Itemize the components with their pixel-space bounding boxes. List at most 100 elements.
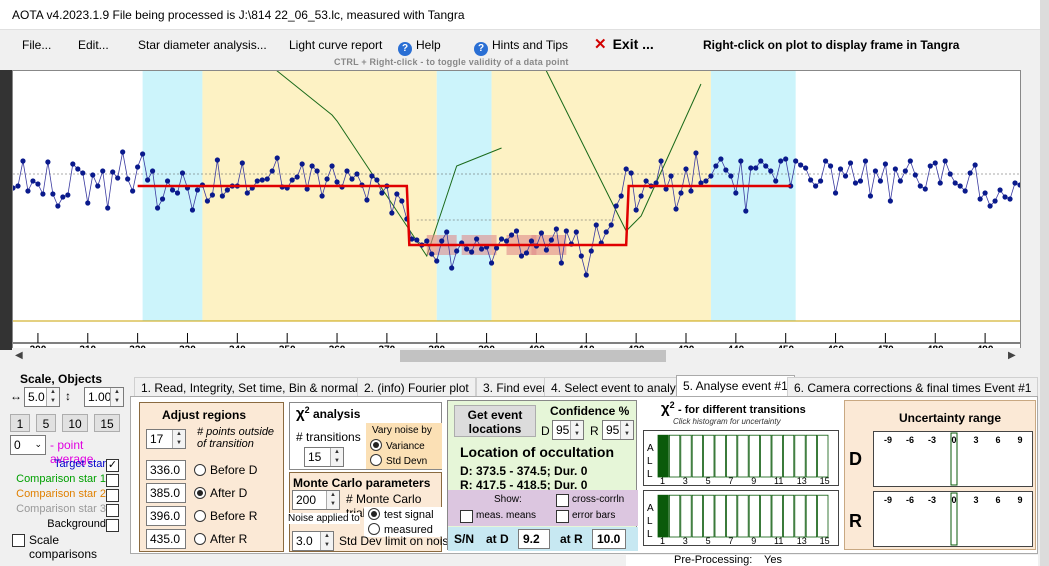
hist-label: 7 (728, 476, 733, 485)
tab-5[interactable]: 5. Analyse event #1 (676, 375, 795, 397)
menu-star-diameter[interactable]: Star diameter analysis... (138, 38, 267, 52)
data-point (20, 158, 26, 164)
chi2-histogram-d[interactable]: A L L 1 3 5 7 9 11 13 15 (643, 430, 839, 486)
meas-means-label: meas. means (476, 510, 537, 521)
get-event-locations-button[interactable]: Get event locations (454, 405, 536, 437)
region-value-field[interactable]: 385.0 (146, 483, 186, 503)
region-value-field[interactable]: 396.0 (146, 506, 186, 526)
plot-scrollbar[interactable]: ◀ ▶ (12, 348, 1021, 365)
measured-radio[interactable]: measured (368, 523, 433, 536)
points-outside-spinner[interactable]: 17 ▲ ▼ (146, 429, 186, 449)
data-point (374, 177, 380, 183)
point-average-select[interactable]: 0 ⌄ (10, 435, 46, 455)
std-dev-spinner[interactable]: 3.0 ▲ ▼ (292, 531, 334, 551)
region-radio[interactable]: After R (194, 532, 247, 546)
region-value: 336.0 (150, 463, 181, 477)
data-point (633, 207, 639, 213)
data-point (678, 190, 684, 196)
data-point (987, 203, 993, 209)
object-checkbox[interactable]: ✓ (106, 459, 119, 472)
data-point (369, 173, 375, 179)
transitions-spinner[interactable]: 15 ▲ ▼ (304, 447, 344, 467)
object-checkbox[interactable] (106, 489, 119, 502)
chi2-histogram-r[interactable]: A L L 1 3 5 7 9 11 13 15 (643, 490, 839, 546)
menu-help[interactable]: ? Help (398, 38, 441, 56)
object-checkbox[interactable] (106, 504, 119, 517)
object-checkbox[interactable] (106, 519, 119, 532)
variance-radio[interactable]: Variance (370, 439, 425, 452)
spin-arrows-icon[interactable]: ▲ ▼ (326, 491, 339, 509)
region-value-field[interactable]: 336.0 (146, 460, 186, 480)
tab-2[interactable]: 2. (info) Fourier plot (357, 377, 476, 397)
data-point (992, 198, 998, 204)
region-radio[interactable]: Before D (194, 463, 257, 477)
data-point (334, 179, 340, 185)
region-radio[interactable]: After D (194, 486, 247, 500)
hist-label: 13 (797, 536, 807, 545)
data-point (269, 168, 275, 174)
data-point (753, 165, 759, 171)
tab-6[interactable]: 6. Camera corrections & final times Even… (787, 377, 1039, 397)
data-point (354, 171, 360, 177)
menu-hints[interactable]: ? Hints and Tips (474, 38, 568, 56)
cross-corr-checkbox[interactable] (556, 494, 569, 507)
spin-arrows-icon[interactable]: ▲ ▼ (320, 532, 333, 550)
uncertainty-tick: 0 (951, 435, 956, 445)
hist-label: 3 (683, 476, 688, 485)
std-devn-radio[interactable]: Std Devn (370, 454, 427, 467)
data-point (55, 203, 61, 209)
scroll-left-icon[interactable]: ◀ (15, 350, 23, 361)
menu-exit[interactable]: ✕ Exit ... (594, 35, 654, 53)
second-scale-spinner[interactable]: 1.00 ▲ ▼ (84, 387, 124, 407)
data-point (852, 180, 859, 186)
hist-bar (714, 494, 726, 538)
scale-10-button[interactable]: 10 (62, 414, 88, 432)
light-curve-plot[interactable]: 3003103203303403503603703803904004104204… (10, 50, 1023, 355)
data-point (434, 258, 440, 264)
confidence-d-spinner[interactable]: 95 ▲ ▼ (552, 420, 584, 440)
tab-3[interactable]: 3. Find events (476, 377, 566, 397)
spin-arrows-icon[interactable]: ▲ ▼ (110, 388, 123, 406)
scale-objects-title: Scale, Objects (20, 372, 103, 386)
spin-arrows-icon[interactable]: ▲ ▼ (620, 421, 633, 439)
data-point (583, 272, 589, 278)
tab-4[interactable]: 4. Select event to analyse (544, 377, 696, 397)
object-checkbox[interactable] (106, 474, 119, 487)
data-point (154, 205, 161, 211)
uncertainty-tick: 6 (995, 495, 1000, 505)
data-point (788, 183, 794, 189)
spin-arrows-icon[interactable]: ▲ ▼ (570, 421, 583, 439)
region-radio[interactable]: Before R (194, 509, 257, 523)
trials-spinner[interactable]: 200 ▲ ▼ (292, 490, 340, 510)
hist-label: 11 (774, 476, 783, 485)
spin-arrows-icon[interactable]: ▲ ▼ (172, 430, 185, 448)
scale-1-button[interactable]: 1 (10, 414, 30, 432)
data-point (977, 196, 983, 202)
uncertainty-tick: 6 (995, 435, 1000, 445)
test-signal-radio[interactable]: test signal (368, 508, 434, 521)
light-curve-svg: 3003103203303403503603703803904004104204… (10, 50, 1023, 355)
scale-5-button[interactable]: 5 (36, 414, 56, 432)
scale-15-button[interactable]: 15 (94, 414, 120, 432)
region-value-field[interactable]: 435.0 (146, 529, 186, 549)
spin-arrows-icon[interactable]: ▲ ▼ (330, 448, 343, 466)
help-icon: ? (474, 42, 488, 56)
scrollbar-thumb[interactable] (400, 350, 666, 362)
scroll-right-icon[interactable]: ▶ (1008, 350, 1016, 361)
menu-light-curve-report[interactable]: Light curve report (289, 38, 383, 52)
hist-bar (817, 494, 829, 538)
error-bars-checkbox[interactable] (556, 510, 569, 523)
data-point (927, 163, 933, 169)
menu-edit[interactable]: Edit... (78, 38, 109, 52)
hist-bar (805, 434, 817, 478)
spin-arrows-icon[interactable]: ▲ ▼ (46, 388, 59, 406)
chevron-down-icon[interactable]: ⌄ (34, 439, 42, 449)
confidence-r-spinner[interactable]: 95 ▲ ▼ (602, 420, 634, 440)
data-point (798, 162, 804, 168)
tab-1[interactable]: 1. Read, Integrity, Set time, Bin & norm… (134, 377, 380, 397)
scale-spinner[interactable]: 5.0 ▲ ▼ (24, 387, 60, 407)
meas-means-checkbox[interactable] (460, 510, 473, 523)
region-label: After D (210, 486, 248, 500)
menu-file[interactable]: File... (22, 38, 52, 52)
scale-comparisons-checkbox[interactable] (12, 534, 25, 547)
